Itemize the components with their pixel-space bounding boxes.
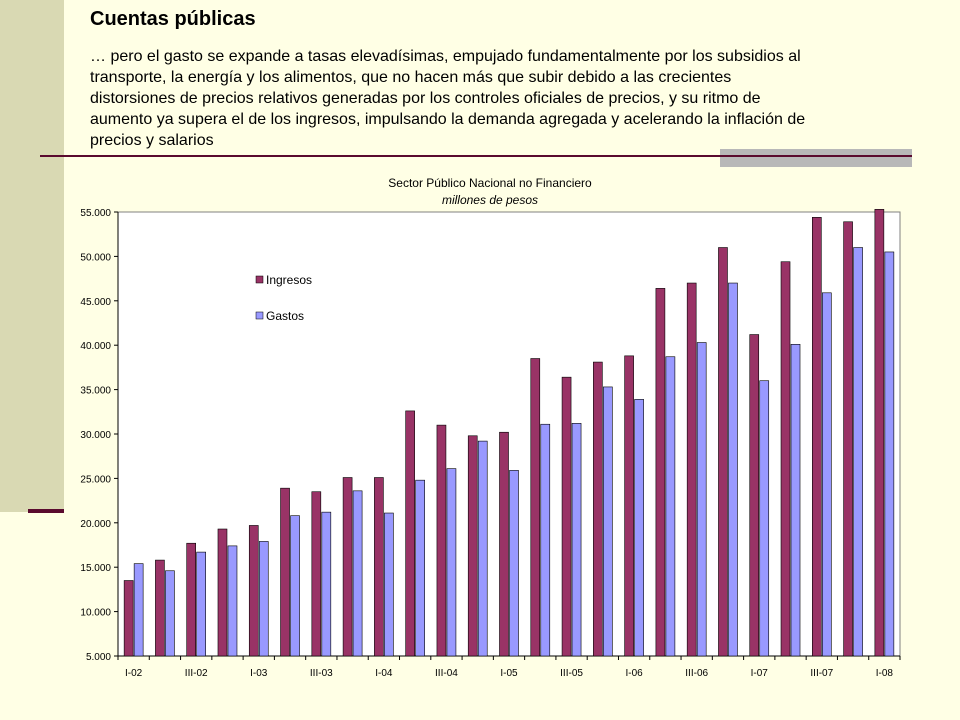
legend-label-ingresos: Ingresos [266,273,312,287]
bar-gastos [165,570,175,657]
slide-body-text: … pero el gasto se expande a tasas eleva… [90,48,806,149]
bar-gastos [540,423,551,657]
bar-ingresos [436,424,447,657]
x-tick-label: III-03 [310,668,333,679]
bar-ingresos [499,431,509,657]
bar-gastos [571,423,582,657]
x-axis: I-02 III-02 I-03 III-03 I-04 III-04 I-05 III-05… [117,655,901,679]
bar-gastos [509,470,519,657]
bar-ingresos [624,355,634,657]
bar-ingresos [280,487,290,657]
y-tick-label: 40.000 [80,341,111,352]
bar-ingresos [655,288,666,657]
bar-ingresos [843,221,853,657]
x-tick-label: I-06 [626,668,644,679]
bar-gastos [133,563,144,657]
y-axis: 5.000 10.000 15.000 20.000 25.000 30.000 35.00… [80,208,901,663]
x-tick-label: I-04 [375,668,393,679]
y-tick-label: 50.000 [80,252,111,263]
bar-ingresos [780,261,791,657]
bar-ingresos [749,334,760,657]
bar-ingresos [311,491,322,657]
y-tick-label: 10.000 [80,608,111,619]
bar-ingresos [186,542,196,657]
x-tick-label: I-03 [250,668,268,679]
bar-gastos [853,247,863,657]
bar-gastos [759,380,770,657]
bar-ingresos [217,528,228,657]
bar-gastos [290,515,300,657]
x-tick-label: III-05 [560,668,583,679]
y-tick-label: 45.000 [80,297,111,308]
bar-gastos [196,551,206,657]
bar-gastos [477,440,488,657]
bar-gastos [603,386,613,657]
bar-gastos [665,356,676,657]
x-tick-label: III-02 [185,668,208,679]
bar-ingresos [561,376,572,657]
bar-gastos [321,511,332,657]
bar-gastos [821,292,832,657]
x-tick-label: III-07 [810,668,833,679]
y-tick-label: 25.000 [80,474,111,485]
bar-ingresos [342,477,353,657]
bar-gastos [352,490,363,657]
bar-ingresos [874,209,885,657]
bar-ingresos [718,247,728,657]
bar-ingresos [155,559,165,657]
y-tick-label: 15.000 [80,563,111,574]
side-decor-panel [0,0,64,512]
bar-gastos [634,399,644,657]
legend-label-gastos: Gastos [266,309,304,323]
chart-title: Sector Público Nacional no Financiero [388,176,592,190]
y-tick-label: 5.000 [86,652,111,663]
chart-subtitle: millones de pesos [442,193,538,207]
bar-gastos [258,541,269,657]
bar-ingresos [405,410,415,657]
x-tick-label: III-04 [435,668,458,679]
legend-swatch-ingresos [255,275,264,284]
bar-series [123,209,895,657]
y-tick-label: 35.000 [80,386,111,397]
slide-title: Cuentas públicas [90,8,256,30]
bar-ingresos [811,217,822,657]
plot-area [117,211,901,657]
legend-swatch-gastos [255,311,264,320]
y-tick-label: 30.000 [80,430,111,441]
x-tick-label: III-06 [685,668,708,679]
legend: Ingresos Gastos [255,273,312,323]
x-tick-label: I-05 [500,668,518,679]
bar-gastos [227,545,238,657]
x-tick-label: I-07 [751,668,769,679]
title-accent-block [720,149,912,167]
bar-ingresos [248,525,259,657]
bar-ingresos [374,477,384,657]
bar-gastos [696,342,707,657]
bar-gastos [728,282,738,657]
bar-gastos [446,468,457,657]
bar-ingresos [686,282,697,657]
y-tick-label: 55.000 [80,208,111,219]
bar-gastos [790,344,801,657]
side-decor-bar [28,509,64,513]
y-tick-label: 20.000 [80,519,111,530]
title-divider [40,155,912,157]
bar-gastos [384,512,394,657]
bar-ingresos [467,435,478,657]
bar-ingresos [593,361,603,657]
bar-gastos [415,479,425,657]
x-tick-label: I-08 [876,668,894,679]
bar-ingresos [123,580,134,657]
x-tick-label: I-02 [125,668,143,679]
bar-gastos [884,251,895,657]
bar-ingresos [530,358,541,657]
